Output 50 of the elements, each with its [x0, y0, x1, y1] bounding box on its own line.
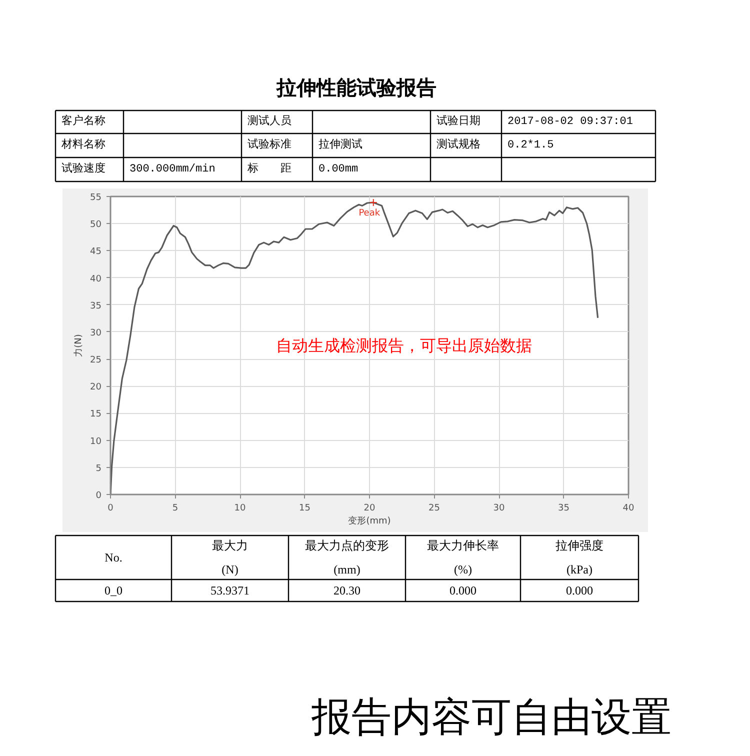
- y-tick-label: 5: [96, 464, 102, 474]
- y-tick-label: 15: [90, 410, 102, 420]
- text: 0.00mm: [318, 164, 359, 176]
- y-tick-label: 40: [90, 274, 102, 284]
- text: 测试规格: [436, 138, 480, 152]
- text: 最大力伸长率 (%): [427, 538, 499, 576]
- y-tick-label: 25: [90, 356, 102, 366]
- text: 材料名称: [60, 138, 106, 152]
- text: 客户名称: [62, 114, 106, 128]
- text: 试验标准: [248, 138, 292, 152]
- text: 拉伸强度 (kPa): [556, 538, 604, 576]
- y-tick-label: 30: [90, 328, 102, 338]
- text: No.: [104, 550, 122, 564]
- text: 0.2*1.5: [508, 140, 554, 152]
- text: 300.000mm/min: [130, 164, 216, 176]
- text: 0_0: [104, 584, 122, 598]
- x-tick-label: 5: [172, 504, 178, 514]
- text: 2017-08-02 09:37:01: [508, 116, 634, 128]
- text: 试验日期: [436, 114, 480, 128]
- text: 0.000: [450, 584, 476, 598]
- chart-title: 拉伸性能试验报告: [276, 76, 436, 100]
- x-tick-label: 40: [622, 504, 634, 514]
- text: 20.30: [334, 584, 360, 598]
- text: 最大力点的变形 (mm): [305, 538, 389, 576]
- annotation: 自动生成检测报告，可导出原始数据: [276, 336, 532, 355]
- x-tick-label: 10: [234, 504, 246, 514]
- text: 报告内容可自由设置: [310, 694, 672, 740]
- x-tick-label: 35: [558, 504, 570, 514]
- y-tick-label: 35: [90, 301, 102, 312]
- x-axis-title: 变形(mm): [348, 516, 391, 526]
- x-tick-label: 25: [428, 504, 440, 514]
- x-tick-label: 15: [299, 504, 310, 514]
- text: 最大力 (N): [212, 538, 248, 576]
- text: 试验速度: [62, 162, 106, 176]
- text: 测试人员: [248, 114, 292, 128]
- x-tick-label: 20: [364, 504, 376, 514]
- y-tick-label: 55: [90, 193, 102, 203]
- annotation: Peak: [358, 208, 381, 218]
- text: 0.000: [566, 584, 593, 598]
- y-tick-label: 0: [96, 491, 102, 501]
- text: 拉伸测试: [318, 138, 362, 152]
- y-tick-label: 20: [90, 382, 102, 393]
- y-tick-label: 10: [90, 436, 102, 447]
- y-tick-label: 50: [90, 220, 102, 230]
- y-axis-title: 力(N): [73, 334, 84, 357]
- x-tick-label: 30: [493, 504, 505, 514]
- y-tick-label: 45: [90, 247, 102, 258]
- x-tick-label: 0: [108, 504, 114, 514]
- text: 标 距: [246, 162, 292, 176]
- text: 53.9371: [210, 584, 250, 598]
